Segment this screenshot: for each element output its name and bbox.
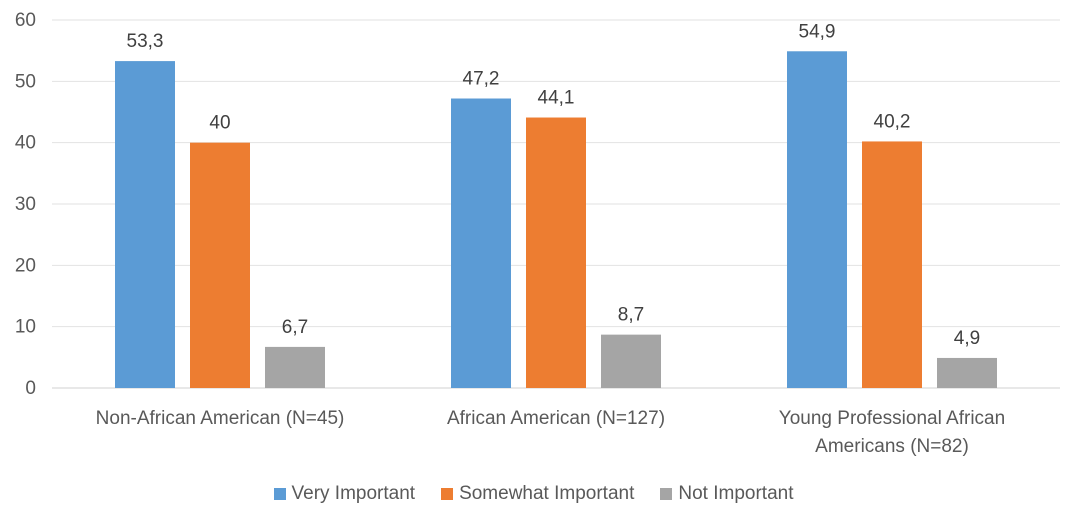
y-tick-label: 40 xyxy=(15,133,36,154)
legend-item-very-important: Very Important xyxy=(273,483,416,505)
bar xyxy=(265,346,325,388)
data-label: 4,9 xyxy=(954,328,980,349)
data-label: 40 xyxy=(209,113,230,134)
x-axis-categories: Non-African American (N=45) African Ameri… xyxy=(96,408,1006,457)
legend: Very Important Somewhat Important Not Im… xyxy=(0,483,1067,505)
bar xyxy=(190,142,250,388)
data-label: 47,2 xyxy=(463,69,500,90)
y-tick-label: 0 xyxy=(25,378,36,399)
bar xyxy=(526,117,586,389)
bar xyxy=(787,51,847,388)
legend-swatch xyxy=(441,488,454,500)
data-label: 53,3 xyxy=(127,31,164,52)
x-category-label: Non-African American (N=45) xyxy=(96,408,345,429)
y-tick-label: 10 xyxy=(15,317,36,338)
data-label: 8,7 xyxy=(618,305,644,326)
legend-swatch xyxy=(660,488,673,500)
legend-label: Not Important xyxy=(678,483,794,504)
data-label: 44,1 xyxy=(538,88,575,109)
y-tick-label: 50 xyxy=(15,71,36,92)
bar xyxy=(601,334,661,388)
legend-item-not-important: Not Important xyxy=(660,483,793,505)
data-label: 54,9 xyxy=(799,21,836,42)
legend-item-somewhat-important: Somewhat Important xyxy=(441,483,634,505)
bars xyxy=(115,51,997,389)
legend-label: Very Important xyxy=(291,483,416,504)
bar xyxy=(937,357,997,388)
data-label: 40,2 xyxy=(874,111,911,132)
y-axis-ticks: 0 10 20 30 40 50 60 xyxy=(15,10,36,399)
data-label: 6,7 xyxy=(282,317,308,338)
bar xyxy=(451,98,511,389)
x-category-label: African American (N=127) xyxy=(447,408,665,429)
y-tick-label: 20 xyxy=(15,255,36,276)
data-labels: 53,3 40 6,7 47,2 44,1 8,7 54,9 40,2 4,9 xyxy=(127,21,981,349)
bar xyxy=(862,141,922,388)
y-tick-label: 60 xyxy=(15,10,36,31)
x-category-label: Young Professional African Americans (N=8… xyxy=(779,408,1005,457)
bar xyxy=(115,61,175,389)
legend-swatch xyxy=(273,488,286,500)
y-tick-label: 30 xyxy=(15,194,36,215)
legend-label: Somewhat Important xyxy=(459,483,635,504)
